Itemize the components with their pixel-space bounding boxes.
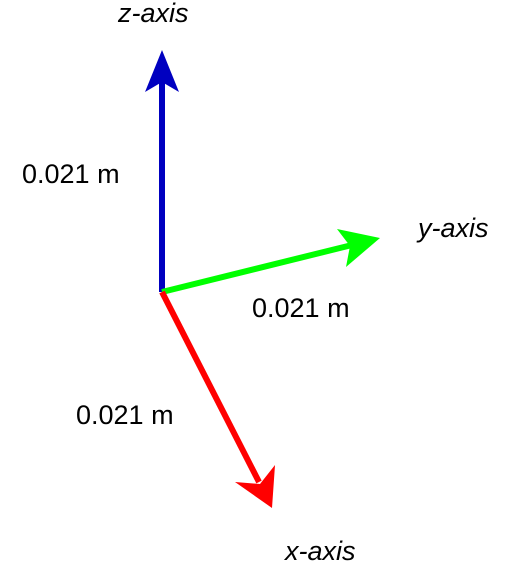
z-axis-length-label: 0.021 m xyxy=(22,159,120,189)
x-axis-label: x-axis xyxy=(283,536,356,566)
y-axis-label: y-axis xyxy=(416,213,489,243)
x-axis-length-label: 0.021 m xyxy=(76,400,174,430)
y-axis-arrow xyxy=(161,229,380,295)
y-axis-length-label: 0.021 m xyxy=(252,293,350,323)
x-axis-arrow xyxy=(159,290,275,508)
x-axis-arrowhead xyxy=(235,465,275,508)
x-axis-shaft xyxy=(159,290,262,484)
z-axis-arrowhead xyxy=(145,50,179,92)
y-axis-arrowhead xyxy=(337,229,380,267)
z-axis-label: z-axis xyxy=(117,0,189,28)
z-axis-arrow xyxy=(145,50,179,292)
y-axis-shaft xyxy=(161,242,353,295)
